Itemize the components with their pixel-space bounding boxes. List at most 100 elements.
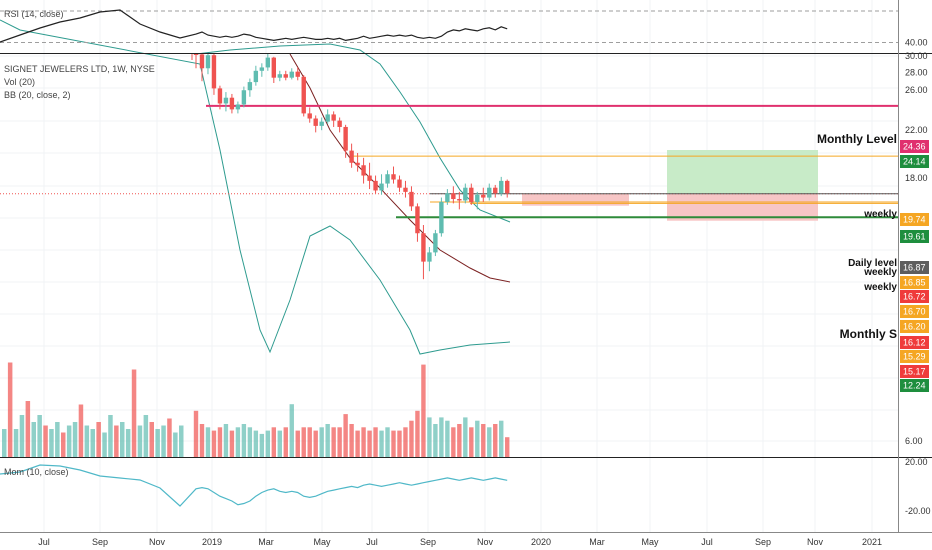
volume-bars — [2, 362, 510, 457]
candle-body — [505, 180, 510, 194]
rsi-indicator-title[interactable]: RSI (14, close) — [4, 9, 64, 19]
volume-bar — [259, 433, 265, 457]
bb-upper-band — [195, 43, 511, 223]
candle-body — [475, 194, 480, 202]
volume-bar — [155, 429, 160, 457]
volume-bar — [229, 430, 235, 457]
price-axis-tick: 26.00 — [905, 85, 928, 95]
candle-body — [409, 191, 414, 207]
volume-bar — [451, 427, 456, 457]
price-badge — [900, 276, 929, 289]
momentum-pane — [0, 464, 508, 507]
bollinger-bands — [0, 19, 511, 355]
volume-bar — [349, 424, 354, 457]
volume-bar — [253, 430, 259, 457]
volume-bar — [90, 429, 95, 457]
volume-bar — [325, 424, 330, 457]
price-badge — [900, 365, 929, 378]
long-position-zones[interactable] — [522, 150, 818, 221]
volume-bar — [143, 415, 149, 457]
momentum-indicator-title[interactable]: Mom (10, close) — [4, 467, 69, 477]
volume-bar — [167, 418, 172, 457]
horizontal-levels[interactable] — [0, 104, 898, 219]
candle-body — [277, 74, 282, 78]
bb-basis-line — [289, 53, 511, 283]
volume-bar — [108, 415, 113, 457]
volume-bar — [319, 427, 324, 457]
price-badge-text: 16.20 — [903, 322, 926, 332]
time-axis-label: May — [313, 537, 331, 547]
volume-bar — [307, 427, 312, 457]
volume-bar — [295, 430, 300, 457]
candle-body — [391, 174, 396, 180]
pane-dividers[interactable] — [0, 0, 932, 533]
rsi-line — [0, 9, 508, 43]
volume-bar — [211, 430, 217, 457]
time-axis[interactable]: Jul Sep Nov 2019 Mar May Jul Sep Nov 2020 Mar May Ju… — [38, 537, 882, 547]
momentum-axis-tick: -20.00 — [905, 506, 931, 516]
time-axis-label: Sep — [755, 537, 771, 547]
candle-body — [493, 187, 498, 194]
candle-body — [373, 180, 378, 191]
price-badge-text: 24.14 — [903, 157, 926, 167]
price-axis-tick: 6.00 — [905, 436, 923, 446]
volume-bar — [445, 420, 450, 457]
volume-bar — [433, 424, 438, 457]
volume-bar — [271, 427, 277, 457]
volume-bar — [331, 427, 336, 457]
volume-bar — [475, 420, 480, 457]
candle-body — [247, 82, 253, 91]
monthly-support-label: Monthly S — [840, 327, 897, 341]
volume-bar — [463, 417, 468, 457]
bb-indicator-title[interactable]: BB (20, close, 2) — [4, 90, 71, 100]
price-badge-text: 24.36 — [903, 142, 926, 152]
price-axis[interactable]: 30.0028.0026.0022.0018.008.006.0040.0020… — [905, 38, 931, 516]
volume-bar — [2, 429, 7, 457]
long-position-loss-zone-2 — [667, 193, 818, 221]
candle-body — [193, 54, 199, 55]
volume-bar — [61, 432, 66, 457]
volume-bar — [247, 427, 253, 457]
volume-bar — [481, 424, 486, 457]
candle-body — [433, 233, 438, 253]
candle-body — [445, 193, 450, 202]
volume-bar — [125, 429, 131, 457]
price-badge — [900, 305, 929, 318]
volume-bar — [137, 425, 143, 457]
volume-bar — [235, 427, 241, 457]
volume-bar — [84, 425, 90, 457]
price-badge — [900, 290, 929, 303]
volume-bar — [355, 430, 360, 457]
volume-bar — [217, 427, 223, 457]
candle-body — [241, 90, 247, 105]
price-badge — [900, 320, 929, 333]
time-axis-label: May — [641, 537, 659, 547]
volume-bar — [173, 432, 178, 457]
daily-level-label: Daily level — [848, 258, 897, 269]
price-badge — [900, 350, 929, 363]
candlesticks — [191, 54, 510, 280]
volume-bar — [283, 427, 288, 457]
volume-bar — [161, 425, 166, 457]
volume-bar — [493, 424, 498, 457]
price-badge — [900, 261, 929, 274]
volume-bar — [277, 430, 282, 457]
price-axis-tick: 28.00 — [905, 68, 928, 78]
price-badge — [900, 213, 929, 226]
time-axis-label: 2019 — [202, 537, 222, 547]
volume-bar — [487, 427, 492, 457]
price-badge-text: 12.24 — [903, 381, 926, 391]
rsi-pane — [0, 9, 898, 43]
volume-bar — [96, 422, 101, 457]
volume-indicator-title[interactable]: Vol (20) — [4, 77, 36, 87]
candle-body — [271, 57, 277, 78]
momentum-line — [0, 464, 508, 507]
candle-body — [301, 76, 306, 114]
volume-bar — [301, 427, 306, 457]
time-axis-label: 2020 — [531, 537, 551, 547]
price-badge-text: 15.17 — [903, 367, 926, 377]
symbol-title[interactable]: SIGNET JEWELERS LTD, 1W, NYSE — [4, 64, 155, 74]
